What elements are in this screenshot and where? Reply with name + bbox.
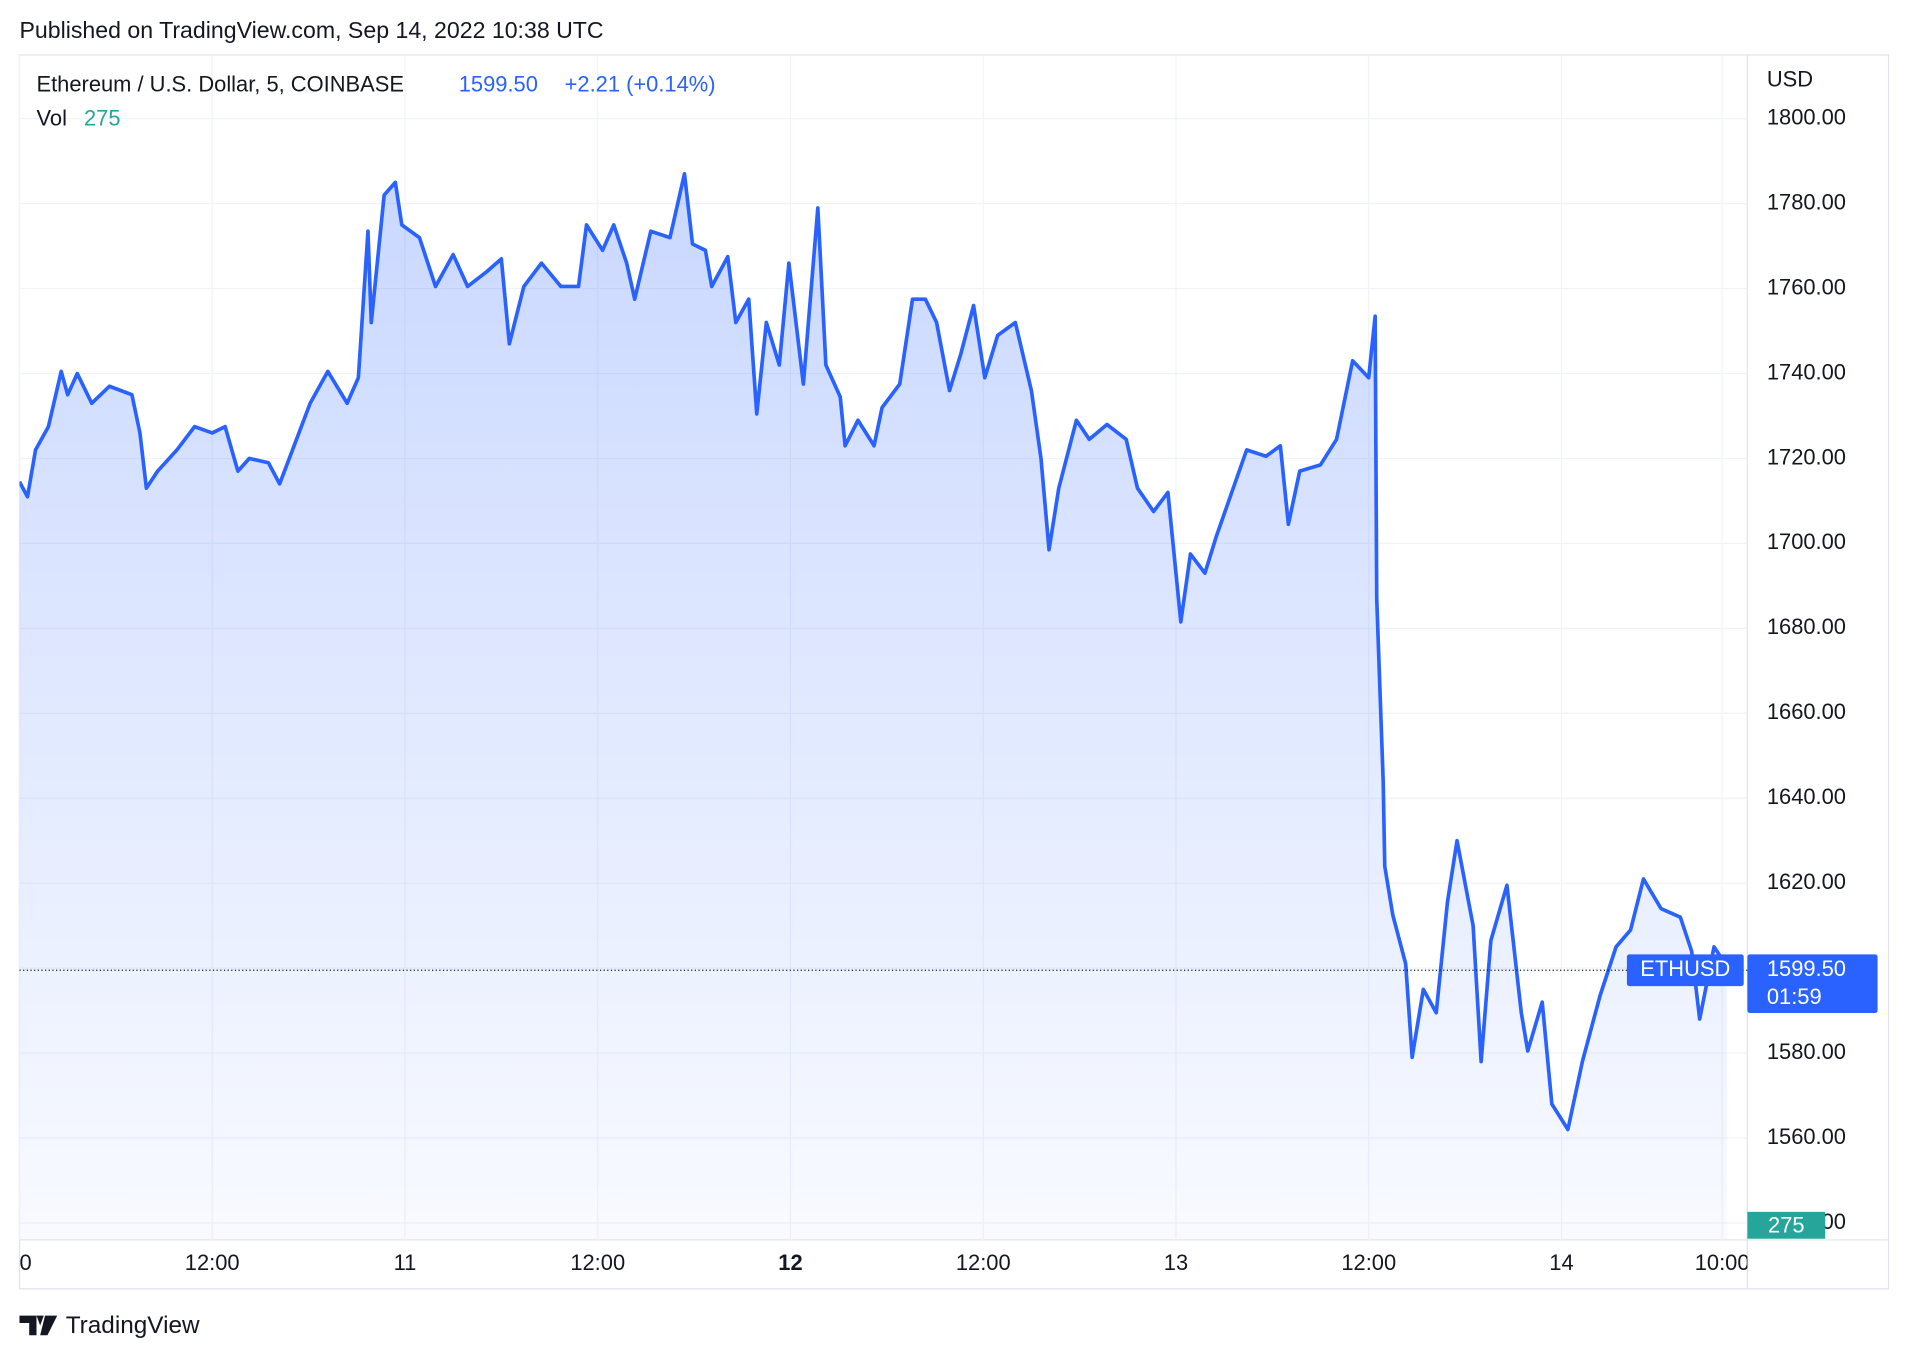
x-tick-label: 12:00 (956, 1250, 1011, 1275)
header-change: +2.21 (+0.14%) (565, 71, 716, 96)
logo: TradingView (19, 1312, 200, 1339)
y-axis: 1540.001560.001580.001600.001620.001640.… (1767, 104, 1846, 1233)
volume-badge (1747, 1211, 1826, 1239)
x-tick-label: 13 (1164, 1250, 1188, 1275)
symbol-title: Ethereum / U.S. Dollar, 5, COINBASE (37, 71, 404, 96)
y-tick-label: 1640.00 (1767, 784, 1846, 809)
symbol-badge (1626, 954, 1744, 987)
brand: TradingView (66, 1312, 200, 1339)
header-price: 1599.50 (459, 71, 538, 96)
volume-value: 275 (84, 105, 121, 130)
x-tick-label: 14 (1549, 1250, 1573, 1275)
x-tick-label: 10 (7, 1250, 31, 1275)
y-tick-label: 1620.00 (1767, 869, 1846, 894)
volume-badge-label: 275 (1768, 1212, 1805, 1237)
currency: USD (1767, 66, 1813, 91)
y-tick-label: 1700.00 (1767, 529, 1846, 554)
plot (19, 172, 1748, 1240)
x-tick-label: 12:00 (185, 1250, 240, 1275)
price-badge-label: 1599.50 (1767, 956, 1846, 981)
y-tick-label: 1800.00 (1767, 104, 1846, 129)
y-tick-label: 1720.00 (1767, 444, 1846, 469)
price-line (19, 172, 1729, 1132)
area-fill (19, 173, 1727, 1240)
y-tick-label: 1560.00 (1767, 1124, 1846, 1149)
x-axis: 10 12:00 11 12:00 12 12:00 13 12:00 14 10:00 (7, 1250, 1750, 1275)
x-tick-label: 10:00 (1695, 1250, 1750, 1275)
y-tick-label: 1740.00 (1767, 359, 1846, 384)
logo-mark (19, 1315, 58, 1336)
y-tick-label: 1760.00 (1767, 274, 1846, 299)
price-badge (1747, 954, 1878, 1014)
published: Published on TradingView.com, Sep 14, 20… (19, 17, 603, 43)
volume-title: Vol (37, 105, 67, 130)
y-tick-label: 1580.00 (1767, 1039, 1846, 1064)
countdown: 01:59 (1767, 984, 1822, 1009)
x-tick-label: 12 (778, 1250, 802, 1275)
y-tick-label: 1780.00 (1767, 189, 1846, 214)
x-tick-label: 12:00 (1341, 1250, 1396, 1275)
x-tick-label: 11 (394, 1250, 417, 1275)
symbol-badge-label: ETHUSD (1640, 956, 1730, 981)
y-tick-label: 1660.00 (1767, 699, 1846, 724)
y-tick-label: 1680.00 (1767, 614, 1846, 639)
x-tick-label: 12:00 (570, 1250, 625, 1275)
